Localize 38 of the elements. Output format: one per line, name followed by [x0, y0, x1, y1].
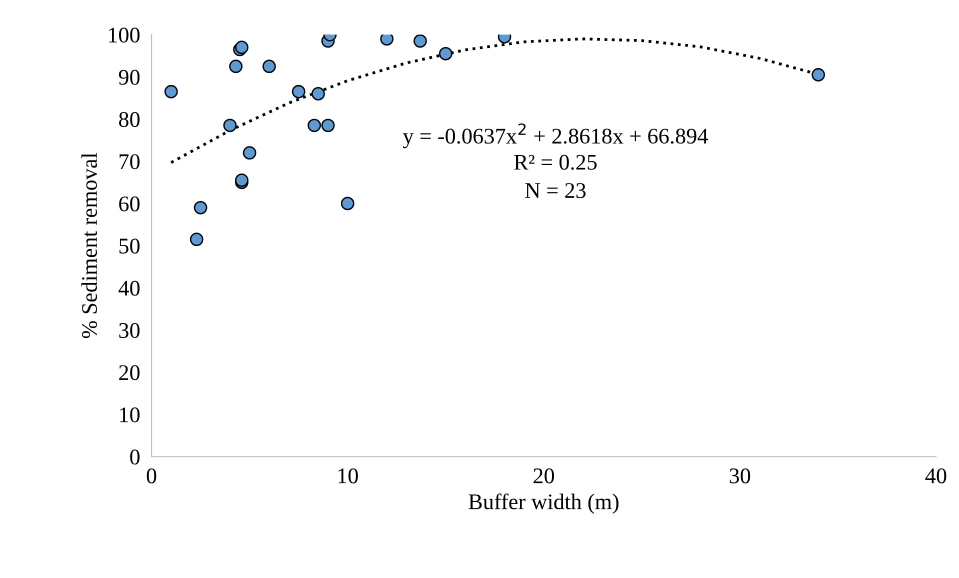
y-tick-label: 10 — [120, 407, 140, 422]
x-tick-label: 20 — [534, 468, 554, 484]
point — [312, 87, 325, 100]
y-tick-label: 0 — [130, 450, 140, 465]
point — [262, 60, 276, 74]
point — [812, 68, 826, 82]
y-tick-label: 50 — [119, 238, 140, 254]
point — [413, 34, 427, 48]
annotation: R² = 0.25 — [514, 154, 597, 170]
annotation: N = 23 — [525, 183, 586, 198]
x-tick-label: 40 — [925, 468, 946, 484]
y-tick-label: 30 — [119, 322, 140, 338]
y-tick-label: 90 — [118, 70, 140, 85]
y-tick-label: 40 — [118, 280, 140, 296]
point — [229, 60, 243, 74]
point — [321, 118, 335, 132]
point — [340, 196, 354, 210]
y-tick-label: 80 — [119, 112, 140, 127]
point — [380, 34, 394, 46]
point — [190, 232, 204, 246]
annotation: y = -0.0637x$^{2}$ + 2.8618x + 66.894 — [402, 123, 708, 148]
x-tick-label: 10 — [338, 468, 358, 484]
x-tick-label: 0 — [146, 468, 156, 484]
y-tick-label: 20 — [119, 365, 140, 380]
point — [242, 146, 256, 160]
y-tick-label: 60 — [119, 196, 140, 212]
point — [438, 46, 452, 60]
point — [308, 118, 322, 132]
y-tick-label: 70 — [120, 154, 140, 170]
x-axis-title: Buffer width (m) — [468, 493, 618, 514]
point — [194, 200, 208, 214]
point — [235, 174, 248, 187]
y-axis-title: % Sediment removal — [81, 152, 98, 338]
point — [164, 84, 178, 98]
point — [223, 118, 237, 132]
x-tick-label: 30 — [730, 468, 750, 484]
point — [292, 84, 306, 98]
y-tick-label: 100 — [109, 28, 140, 43]
